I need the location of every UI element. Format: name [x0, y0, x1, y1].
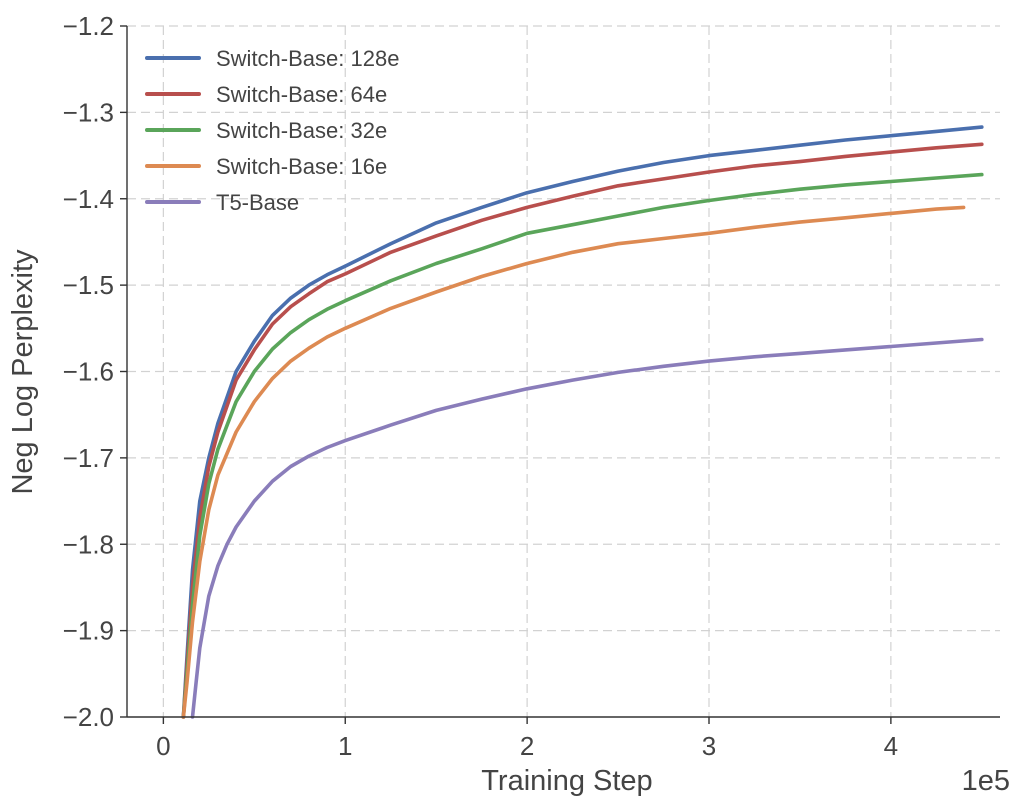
legend-label-switch-base-128e: Switch-Base: 128e: [216, 46, 399, 71]
legend-label-switch-base-32e: Switch-Base: 32e: [216, 118, 387, 143]
y-tick-label: −2.0: [63, 702, 114, 732]
series-line-t5-base: [190, 337, 984, 719]
x-tick-label: 1: [338, 731, 352, 761]
x-tick-labels: 0 1 2 3 4: [156, 717, 898, 761]
x-tick-label: 4: [884, 731, 898, 761]
y-tick-labels: −2.0 −1.9 −1.8 −1.7 −1.6 −1.5 −1.4 −1.3 −1.2: [63, 11, 127, 732]
y-tick-label: −1.4: [63, 184, 114, 214]
x-tick-label: 3: [702, 731, 716, 761]
series-line-switch-base-128e: [181, 125, 984, 719]
series-line-switch-base-16e: [181, 205, 966, 719]
x-axis-offset-text: 1e5: [962, 765, 1010, 797]
x-tick-label: 2: [520, 731, 534, 761]
y-tick-label: −1.7: [63, 443, 114, 473]
y-tick-label: −1.9: [63, 616, 114, 646]
legend-label-switch-base-64e: Switch-Base: 64e: [216, 82, 387, 107]
y-axis-label: Neg Log Perplexity: [7, 249, 39, 495]
series-lines: [181, 125, 984, 719]
y-tick-label: −1.6: [63, 357, 114, 387]
series-line-switch-base-64e: [181, 142, 984, 719]
x-axis-label: Training Step: [481, 765, 652, 797]
y-tick-label: −1.3: [63, 97, 114, 127]
gridlines: [127, 25, 1000, 717]
y-tick-label: −1.5: [63, 270, 114, 300]
series-line-switch-base-32e: [181, 172, 984, 719]
legend: Switch-Base: 128e Switch-Base: 64e Switch-…: [145, 46, 399, 215]
legend-label-switch-base-16e: Switch-Base: 16e: [216, 154, 387, 179]
y-tick-label: −1.8: [63, 529, 114, 559]
y-tick-label: −1.2: [63, 11, 114, 41]
legend-label-t5-base: T5-Base: [216, 190, 299, 215]
x-tick-label: 0: [156, 731, 170, 761]
